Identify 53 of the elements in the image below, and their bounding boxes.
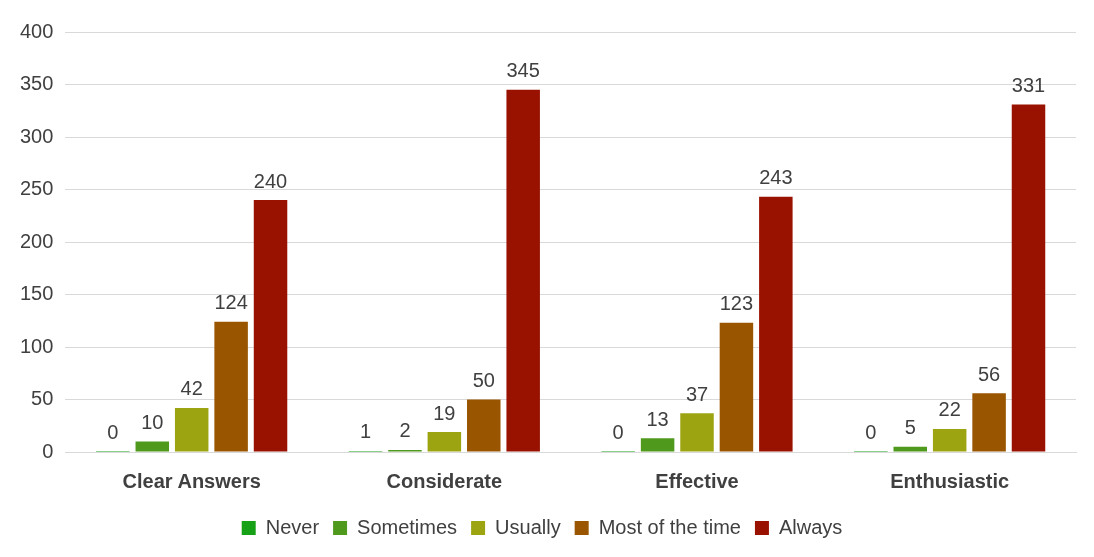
data-label: 331 [1011,73,1046,96]
y-tick-label: 200 [19,229,54,252]
data-label: 2 [399,419,411,442]
y-tick-label: 300 [19,124,54,147]
x-tick-label: Enthusiastic [890,469,1010,492]
bar [174,407,209,452]
bar [893,446,928,452]
bar [680,413,714,452]
bar [253,200,288,452]
data-label: 0 [612,420,624,443]
x-tick-label: Clear Answers [122,469,261,492]
data-label: 13 [646,407,669,430]
bar [135,441,170,452]
data-label: 10 [141,411,164,434]
legend-label: Never [265,515,320,538]
data-label: 243 [759,166,793,189]
data-label: 123 [719,292,754,315]
data-label: 240 [253,169,288,192]
y-tick-label: 100 [19,334,54,357]
data-label: 5 [904,416,916,439]
bar [506,89,540,452]
data-label: 22 [938,398,961,421]
data-label: 42 [180,377,203,400]
y-tick-label: 250 [19,177,54,200]
data-label: 50 [472,369,495,392]
bar [759,196,793,452]
y-tick-label: 350 [19,72,54,95]
bar [1011,104,1046,452]
data-label: 124 [214,291,248,314]
x-tick-label: Effective [655,469,739,492]
bar [932,428,967,452]
data-label: 0 [107,420,119,443]
bar [972,393,1006,452]
legend-label: Always [778,515,843,538]
data-label: 1 [359,420,372,443]
y-tick-label: 400 [19,19,54,42]
data-label: 37 [685,382,709,405]
bar [467,399,501,452]
x-tick-label: Considerate [386,469,503,492]
data-label: 19 [433,401,456,424]
legend-label: Sometimes [357,515,458,538]
data-label: 0 [865,420,877,443]
y-tick-label: 0 [42,439,54,462]
bar [719,322,754,452]
y-tick-label: 150 [19,282,54,305]
data-label: 56 [977,362,1001,385]
y-tick-label: 50 [31,387,54,410]
bar [640,438,675,452]
bar [427,432,462,452]
legend-label: Most of the time [598,515,741,538]
data-label: 345 [506,59,540,82]
bar [214,321,248,452]
legend-label: Usually [495,515,561,538]
